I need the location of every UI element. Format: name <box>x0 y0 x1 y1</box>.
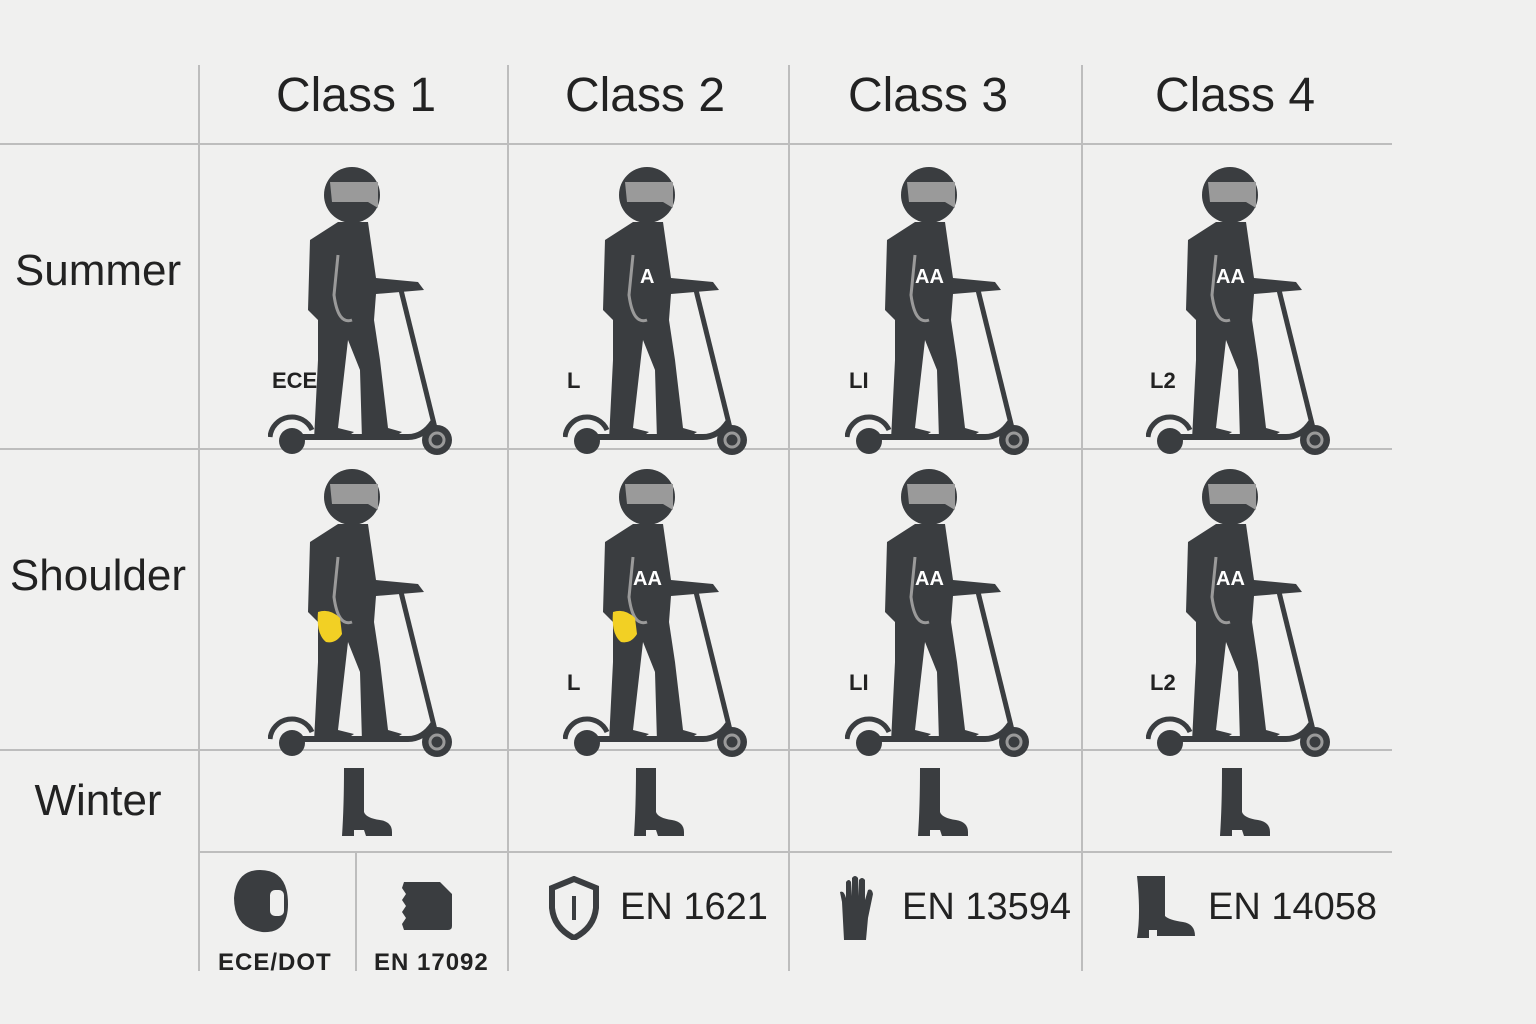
boot-icon <box>912 766 972 836</box>
glove-icon <box>840 876 873 940</box>
torso-protection-label: AA <box>633 568 662 590</box>
legend-label: EN 17092 <box>374 949 489 976</box>
leg-protection-label: L <box>567 670 581 695</box>
torso-protection-label: AA <box>1216 568 1245 590</box>
grid-line <box>0 143 1392 145</box>
rider-on-scooter-icon <box>1146 160 1346 460</box>
legend-label: EN 13594 <box>902 886 1072 928</box>
boot-icon <box>1214 766 1274 836</box>
rider-on-scooter-icon <box>845 462 1045 762</box>
shield-icon <box>549 876 599 940</box>
row-label-shoulder: Shoulder <box>9 551 187 600</box>
column-header-class-4: Class 4 <box>1154 69 1316 122</box>
column-header-class-1: Class 1 <box>275 69 437 122</box>
leg-protection-label: L <box>567 368 581 393</box>
glove-icon <box>317 610 342 643</box>
rider-on-scooter-icon <box>563 462 763 762</box>
legend-label: ECE/DOT <box>218 949 332 976</box>
torso-protection-label: AA <box>915 568 944 590</box>
grid-line <box>198 851 1392 853</box>
leg-protection-label: LI <box>849 368 869 393</box>
boot-icon <box>1137 876 1195 938</box>
legend-label: EN 14058 <box>1208 886 1378 928</box>
grid-line <box>1081 65 1083 971</box>
boot-icon <box>628 766 688 836</box>
grid-line <box>198 65 200 971</box>
rider-on-scooter-icon <box>563 160 763 460</box>
grid-line <box>788 65 790 971</box>
glove-icon <box>612 610 637 643</box>
back-protector-icon <box>402 882 452 930</box>
rider-on-scooter-icon <box>1146 462 1346 762</box>
column-header-class-2: Class 2 <box>564 69 726 122</box>
leg-protection-label: LI <box>849 670 869 695</box>
leg-protection-label: L2 <box>1150 368 1176 393</box>
row-label-winter: Winter <box>34 776 162 825</box>
helmet-icon <box>234 870 288 933</box>
boot-icon <box>336 766 396 836</box>
grid-line <box>507 65 509 971</box>
legend-label: EN 1621 <box>620 886 768 928</box>
rider-on-scooter-icon <box>845 160 1045 460</box>
column-header-class-3: Class 3 <box>847 69 1009 122</box>
leg-protection-label: ECE <box>272 368 318 393</box>
grid-line <box>355 853 357 971</box>
torso-protection-label: A <box>640 266 655 288</box>
row-label-summer: Summer <box>14 246 182 295</box>
grid-line <box>0 448 1392 450</box>
leg-protection-label: L2 <box>1150 670 1176 695</box>
torso-protection-label: AA <box>915 266 944 288</box>
rider-on-scooter-icon <box>268 160 468 460</box>
grid-line <box>0 749 1392 751</box>
rider-on-scooter-icon <box>268 462 468 762</box>
torso-protection-label: AA <box>1216 266 1245 288</box>
